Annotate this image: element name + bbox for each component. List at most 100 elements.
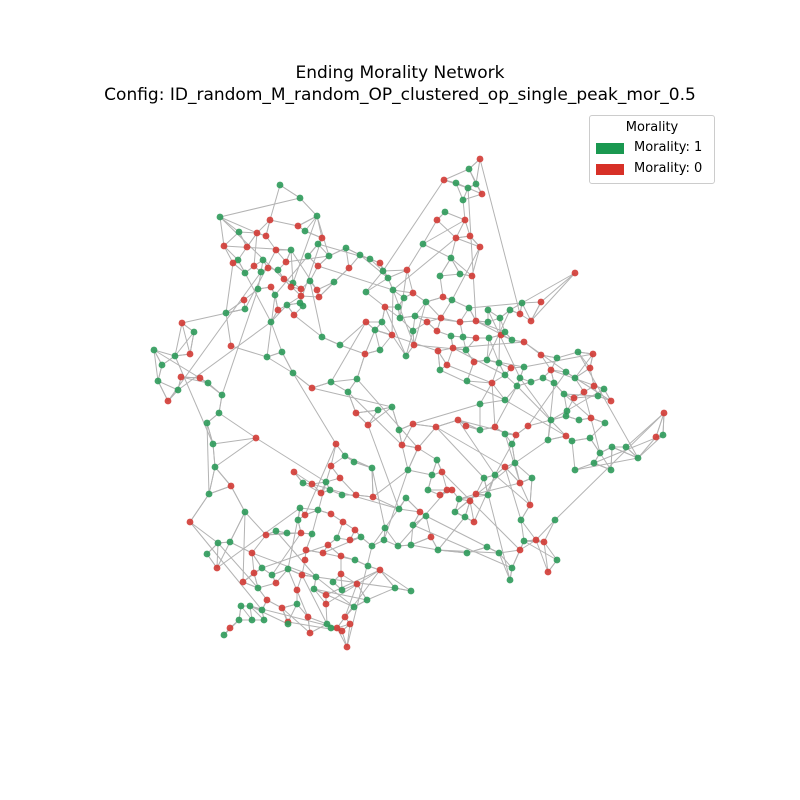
network-node-morality-0 — [196, 374, 204, 382]
network-node-morality-1 — [301, 227, 309, 235]
network-node-morality-0 — [345, 264, 353, 272]
network-node-morality-1 — [407, 587, 415, 595]
network-edge — [455, 237, 481, 248]
network-edge — [530, 301, 542, 322]
network-edge — [244, 511, 267, 536]
network-node-morality-0 — [468, 272, 476, 280]
network-node-morality-0 — [361, 350, 369, 358]
network-node-morality-1 — [203, 419, 211, 427]
network-node-morality-1 — [353, 375, 361, 383]
network-node-morality-1 — [501, 328, 509, 336]
network-node-morality-1 — [378, 318, 386, 326]
network-edge — [366, 587, 396, 601]
network-node-morality-0 — [488, 379, 496, 387]
network-edge — [454, 462, 516, 513]
network-node-morality-1 — [441, 208, 449, 216]
network-node-morality-0 — [301, 556, 309, 564]
network-edge — [494, 474, 531, 506]
network-node-morality-0 — [333, 624, 341, 632]
network-node-morality-1 — [411, 312, 419, 320]
network-edge — [297, 215, 318, 227]
network-node-morality-0 — [297, 285, 305, 293]
network-node-morality-0 — [449, 344, 457, 352]
network-edge — [212, 437, 257, 445]
network-node-morality-0 — [293, 586, 301, 594]
network-edge — [189, 521, 263, 611]
network-node-morality-1 — [516, 374, 524, 382]
network-node-morality-1 — [380, 536, 388, 544]
network-node-morality-0 — [278, 604, 286, 612]
network-node-morality-1 — [409, 521, 417, 529]
network-node-morality-1 — [366, 255, 374, 263]
network-edge — [436, 219, 457, 239]
network-node-morality-1 — [463, 549, 471, 557]
network-edge — [219, 216, 258, 234]
network-node-morality-1 — [422, 298, 430, 306]
network-edge — [412, 423, 437, 428]
network-node-morality-0 — [570, 394, 578, 402]
network-edge — [498, 317, 501, 364]
network-node-morality-0 — [186, 350, 194, 358]
network-node-morality-1 — [391, 584, 399, 592]
network-node-morality-1 — [520, 537, 528, 545]
network-edge — [281, 607, 311, 634]
network-edge — [225, 312, 232, 347]
network-node-morality-0 — [507, 364, 515, 372]
network-node-morality-1 — [218, 391, 226, 399]
network-node-morality-1 — [272, 527, 280, 535]
network-node-morality-0 — [388, 331, 396, 339]
network-node-morality-1 — [371, 326, 379, 334]
network-node-morality-1 — [506, 576, 514, 584]
network-edge — [242, 511, 246, 583]
network-node-morality-0 — [362, 318, 370, 326]
network-node-morality-1 — [312, 573, 320, 581]
network-node-morality-0 — [466, 232, 474, 240]
network-node-morality-1 — [607, 466, 615, 474]
network-edge — [339, 477, 357, 496]
network-edge — [574, 353, 594, 379]
network-edge — [244, 249, 277, 310]
network-edge — [398, 508, 421, 513]
network-node-morality-1 — [506, 306, 514, 314]
network-node-morality-1 — [553, 354, 561, 362]
network-node-morality-0 — [301, 511, 309, 519]
network-edge — [610, 446, 613, 471]
network-edge — [441, 471, 521, 551]
network-edge — [212, 443, 216, 468]
network-node-morality-1 — [246, 602, 254, 610]
network-node-morality-1 — [241, 269, 249, 277]
network-edge — [475, 158, 481, 185]
network-node-morality-1 — [214, 539, 222, 547]
network-edge — [347, 391, 357, 414]
network-node-morality-1 — [283, 529, 291, 537]
network-node-morality-1 — [374, 406, 382, 414]
network-node-morality-1 — [608, 443, 616, 451]
network-node-morality-0 — [398, 441, 406, 449]
network-edge — [355, 409, 379, 414]
network-node-morality-0 — [226, 624, 234, 632]
network-node-morality-1 — [350, 458, 358, 466]
network-node-morality-1 — [586, 434, 594, 442]
network-edge — [269, 219, 299, 227]
network-node-morality-1 — [364, 562, 372, 570]
network-node-morality-1 — [575, 416, 583, 424]
network-node-morality-0 — [660, 409, 668, 417]
network-edge — [275, 530, 317, 578]
network-edge — [422, 219, 466, 245]
network-edge — [439, 275, 444, 298]
network-edge — [535, 539, 549, 573]
network-node-morality-0 — [466, 497, 474, 505]
network-edge — [655, 412, 665, 438]
network-edge — [269, 184, 281, 221]
network-node-morality-1 — [484, 306, 492, 314]
network-node-morality-0 — [343, 643, 351, 651]
network-edge — [365, 291, 386, 308]
network-edge — [392, 289, 415, 346]
network-edge — [359, 254, 389, 279]
network-node-morality-0 — [338, 627, 346, 635]
network-node-morality-0 — [452, 234, 460, 242]
network-node-morality-1 — [338, 491, 346, 499]
network-node-morality-0 — [516, 546, 524, 554]
network-node-morality-1 — [395, 505, 403, 513]
network-node-morality-0 — [436, 491, 444, 499]
